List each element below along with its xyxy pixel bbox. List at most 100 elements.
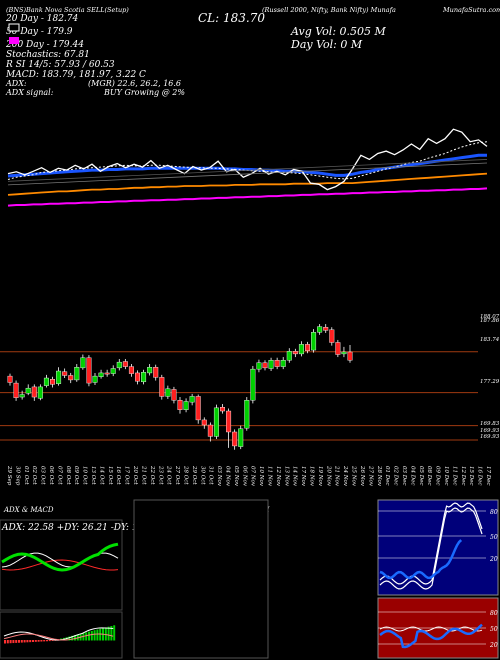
date-tick: 04 Nov (225, 466, 231, 487)
stoch-label: Stochastics: 67.81 (6, 50, 90, 60)
stoch-tick-label: 20 (489, 556, 498, 563)
candle-bull (341, 351, 347, 355)
overlay-label: (Russell 2000, Nifty, Bank Nifty) Munafa (262, 6, 396, 14)
date-tick: 21 Nov (334, 465, 340, 487)
date-tick: 15 Dec (468, 466, 474, 486)
candle-bear (262, 362, 268, 369)
long-ma-line (7, 187, 488, 207)
candle-bull (286, 351, 292, 361)
macd-bar (4, 640, 6, 644)
date-tick: 17 Nov (300, 466, 306, 487)
date-tick: 10 Dec (443, 466, 449, 486)
candle-bear (232, 431, 238, 447)
date-tick: 23 Oct (157, 465, 163, 485)
date-tick: 05 Dec (418, 466, 424, 486)
candle-bull (19, 394, 25, 398)
candle-bull (298, 344, 304, 355)
macd-bar (51, 640, 54, 641)
date-tick: 27 Oct (174, 465, 180, 485)
candle-bull (56, 370, 62, 384)
candle-bull (43, 377, 49, 386)
candle-bull (80, 357, 86, 369)
date-tick: 29 Sep (6, 465, 12, 486)
candle-bear (7, 375, 13, 383)
ma50-line (7, 153, 487, 178)
macd-bar (23, 640, 26, 643)
candle-bear (274, 360, 280, 367)
date-tick: 11 Nov (267, 466, 273, 487)
candle-bear (177, 400, 183, 410)
date-tick: 11 Dec (451, 466, 457, 486)
date-tick: 07 Nov (250, 466, 256, 487)
date-tick: 02 Dec (393, 466, 399, 486)
date-tick: 03 Nov (216, 466, 222, 487)
date-tick: 07 Oct (56, 466, 62, 485)
candle-bull (244, 400, 250, 429)
date-tick: 26 Nov (359, 465, 365, 487)
ma200-swatch (9, 37, 19, 44)
candle-bear (153, 367, 159, 378)
macd-bar (6, 640, 9, 644)
price-line (7, 128, 488, 191)
candle-bear (68, 375, 74, 381)
candle-bear (305, 344, 311, 351)
macd-bar (107, 626, 110, 641)
macd-bar (104, 627, 107, 641)
date-tick: 29 Oct (191, 465, 197, 485)
date-tick: 31 Oct (208, 466, 214, 485)
date-tick: 08 Dec (426, 466, 432, 486)
date-tick: 16 Oct (115, 466, 121, 485)
candle-bear (122, 361, 128, 367)
ma200-label: 200 Day - 179.44 (5, 40, 84, 50)
macd-bar (18, 640, 20, 643)
candle-bull (213, 407, 219, 437)
macd-bar (29, 640, 32, 643)
date-tick: 13 Oct (90, 466, 96, 485)
ma200-line (7, 172, 488, 196)
date-tick: 27 Nov (367, 465, 373, 487)
date-tick: 09 Oct (73, 466, 79, 485)
date-tick: 30 Sep (14, 466, 20, 486)
price-level-label: 177.29 (480, 379, 500, 385)
macd-label: MACD: 183.79, 181.97, 3.22 C (5, 70, 146, 80)
candle-bull (317, 326, 323, 333)
ma20-label: 20 Day - 182.74 (5, 14, 79, 24)
date-tick: 17 Oct (124, 466, 130, 485)
candle-bull (74, 367, 80, 381)
avg-vol-label: Avg Vol: 0.505 M (290, 25, 387, 38)
candle-bear (219, 407, 225, 412)
macd-bar (85, 632, 88, 641)
candle-bear (207, 424, 213, 437)
macd-bar (113, 625, 116, 641)
macd-bar (26, 640, 29, 643)
adx-panel-title: ADX & MACD (3, 506, 54, 514)
channel-line-2 (7, 159, 488, 182)
date-tick: 12 Dec (460, 466, 466, 486)
date-tick: 20 Nov (325, 465, 331, 487)
price-level-label: 169.83 (480, 421, 500, 427)
candle-bull (250, 368, 256, 401)
candle-bull (183, 401, 189, 410)
rsi-white-line (379, 626, 483, 632)
candle-bear (13, 382, 19, 398)
price-level-label: 169.93 (480, 434, 500, 440)
macd-bar (37, 640, 40, 642)
adx-panel-values: ADX: 22.58 +DY: 26.21 -DY: 16.55 (1, 523, 158, 533)
date-tick: 14 Oct (98, 466, 104, 485)
candle-bear (134, 372, 140, 382)
date-tick: 28 Oct (183, 465, 189, 485)
adx-line (1, 542, 119, 572)
date-tick: 14 Nov (292, 466, 298, 487)
date-tick: 30 Oct (199, 466, 205, 485)
candle-bear (323, 327, 329, 331)
macd-bar (32, 640, 34, 642)
macd-bar (74, 635, 76, 641)
stoch-blue-line (379, 539, 463, 580)
date-tick: 02 Oct (31, 466, 37, 485)
intraday-panel (133, 499, 269, 659)
macd-signal-line (3, 633, 114, 641)
stoch-d-line (379, 507, 483, 590)
candle-bear (347, 351, 353, 361)
date-tick: 05 Nov (233, 466, 239, 487)
macd-bar (34, 640, 37, 642)
